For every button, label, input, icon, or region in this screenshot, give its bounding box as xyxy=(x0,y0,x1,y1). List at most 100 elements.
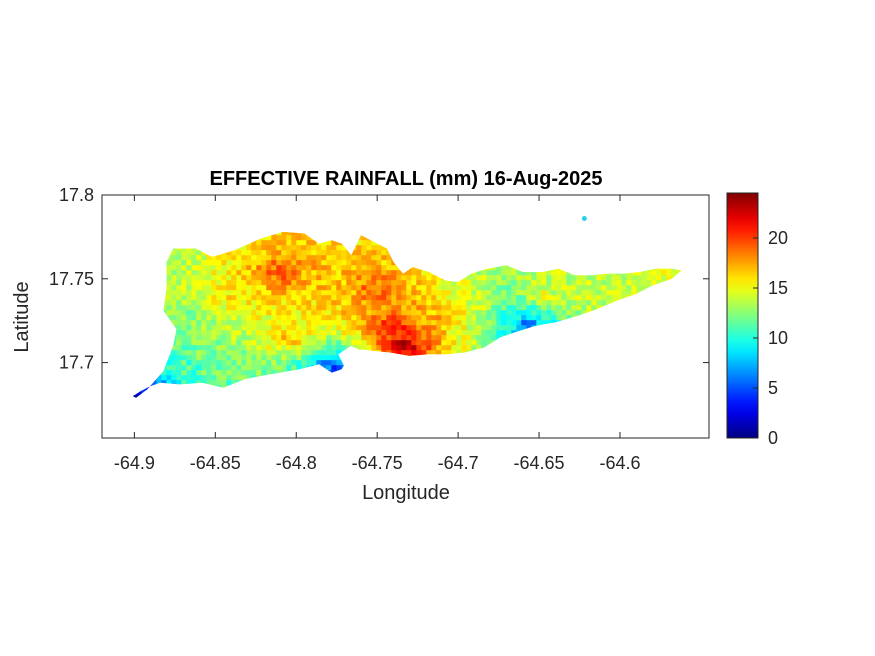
rainfall-cell xyxy=(236,255,242,261)
rainfall-cell xyxy=(216,270,222,276)
rainfall-cell xyxy=(271,295,277,301)
rainfall-cell xyxy=(296,355,302,361)
rainfall-cell xyxy=(381,270,387,276)
rainfall-cell xyxy=(166,305,172,311)
rainfall-cell xyxy=(496,310,502,316)
rainfall-cell xyxy=(191,265,197,271)
rainfall-cell xyxy=(306,270,312,276)
rainfall-cell xyxy=(636,275,642,281)
rainfall-cell xyxy=(551,295,557,301)
rainfall-cell xyxy=(266,305,272,311)
rainfall-cell xyxy=(551,290,557,296)
rainfall-cell xyxy=(201,380,207,386)
rainfall-cell xyxy=(601,275,607,281)
rainfall-cell xyxy=(231,335,237,341)
rainfall-cell xyxy=(241,355,247,361)
rainfall-cell xyxy=(471,285,477,291)
rainfall-cell xyxy=(291,275,297,281)
rainfall-cell xyxy=(456,340,462,346)
rainfall-cell xyxy=(196,250,202,256)
rainfall-cell xyxy=(231,290,237,296)
rainfall-cell xyxy=(326,260,332,266)
rainfall-cell xyxy=(501,295,507,301)
rainfall-cell xyxy=(256,350,262,356)
rainfall-cell xyxy=(531,275,537,281)
rainfall-cell xyxy=(211,295,217,301)
rainfall-cell xyxy=(496,270,502,276)
rainfall-cell xyxy=(206,260,212,266)
rainfall-cell xyxy=(261,260,267,266)
rainfall-cell xyxy=(261,345,267,351)
rainfall-cell xyxy=(281,280,287,286)
rainfall-cell xyxy=(326,275,332,281)
rainfall-cell xyxy=(266,345,272,351)
rainfall-cell xyxy=(371,315,377,321)
rainfall-cell xyxy=(261,365,267,371)
x-tick-label: -64.75 xyxy=(352,453,403,473)
rainfall-cell xyxy=(251,360,257,366)
rainfall-cell xyxy=(301,245,307,251)
rainfall-cell xyxy=(371,290,377,296)
rainfall-cell xyxy=(436,335,442,341)
rainfall-cell xyxy=(321,285,327,291)
salt-pond xyxy=(338,345,365,368)
rainfall-cell xyxy=(301,340,307,346)
rainfall-cell xyxy=(306,305,312,311)
rainfall-cell xyxy=(616,280,622,286)
rainfall-cell xyxy=(396,320,402,326)
rainfall-cell xyxy=(276,355,282,361)
rainfall-cell xyxy=(381,245,387,251)
rainfall-cell xyxy=(471,335,477,341)
rainfall-cell xyxy=(616,275,622,281)
rainfall-cell xyxy=(291,270,297,276)
rainfall-cell xyxy=(351,320,357,326)
rainfall-cell xyxy=(291,290,297,296)
rainfall-cell xyxy=(311,265,317,271)
rainfall-cell xyxy=(376,315,382,321)
rainfall-cell xyxy=(496,335,502,341)
rainfall-cell xyxy=(276,231,282,236)
rainfall-cell xyxy=(451,345,457,351)
rainfall-cell xyxy=(176,290,182,296)
rainfall-cell xyxy=(391,270,397,276)
rainfall-cell xyxy=(211,280,217,286)
rainfall-cell xyxy=(171,360,177,366)
rainfall-cell xyxy=(416,295,422,301)
rainfall-cell xyxy=(631,270,637,276)
rainfall-cell xyxy=(326,365,332,371)
rainfall-cell xyxy=(336,280,342,286)
rainfall-cell xyxy=(316,350,322,356)
rainfall-cell xyxy=(531,300,537,306)
rainfall-cell xyxy=(211,345,217,351)
rainfall-cell xyxy=(261,320,267,326)
rainfall-cell xyxy=(431,315,437,321)
rainfall-cell xyxy=(341,330,347,336)
rainfall-cell xyxy=(231,365,237,371)
rainfall-cell xyxy=(401,305,407,311)
rainfall-cell xyxy=(496,290,502,296)
rainfall-cell xyxy=(326,245,332,251)
rainfall-cell xyxy=(286,245,292,251)
rainfall-cell xyxy=(261,240,267,246)
rainfall-cell xyxy=(451,330,457,336)
rainfall-cell xyxy=(451,285,457,291)
rainfall-cell xyxy=(626,285,632,291)
rainfall-cell xyxy=(241,360,247,366)
rainfall-cell xyxy=(281,300,287,306)
rainfall-cell xyxy=(321,280,327,286)
rainfall-cell xyxy=(351,250,357,256)
rainfall-cell xyxy=(361,320,367,326)
rainfall-cell xyxy=(406,335,412,341)
rainfall-cell xyxy=(651,270,657,276)
rainfall-cell xyxy=(411,275,417,281)
rainfall-cell xyxy=(321,305,327,311)
rainfall-cell xyxy=(381,290,387,296)
rainfall-cell xyxy=(316,360,322,366)
rainfall-cell xyxy=(431,305,437,311)
rainfall-cell xyxy=(371,305,377,311)
rainfall-cell xyxy=(456,290,462,296)
rainfall-cell xyxy=(191,350,197,356)
rainfall-cell xyxy=(571,295,577,301)
rainfall-cell xyxy=(291,340,297,346)
rainfall-cell xyxy=(196,270,202,276)
